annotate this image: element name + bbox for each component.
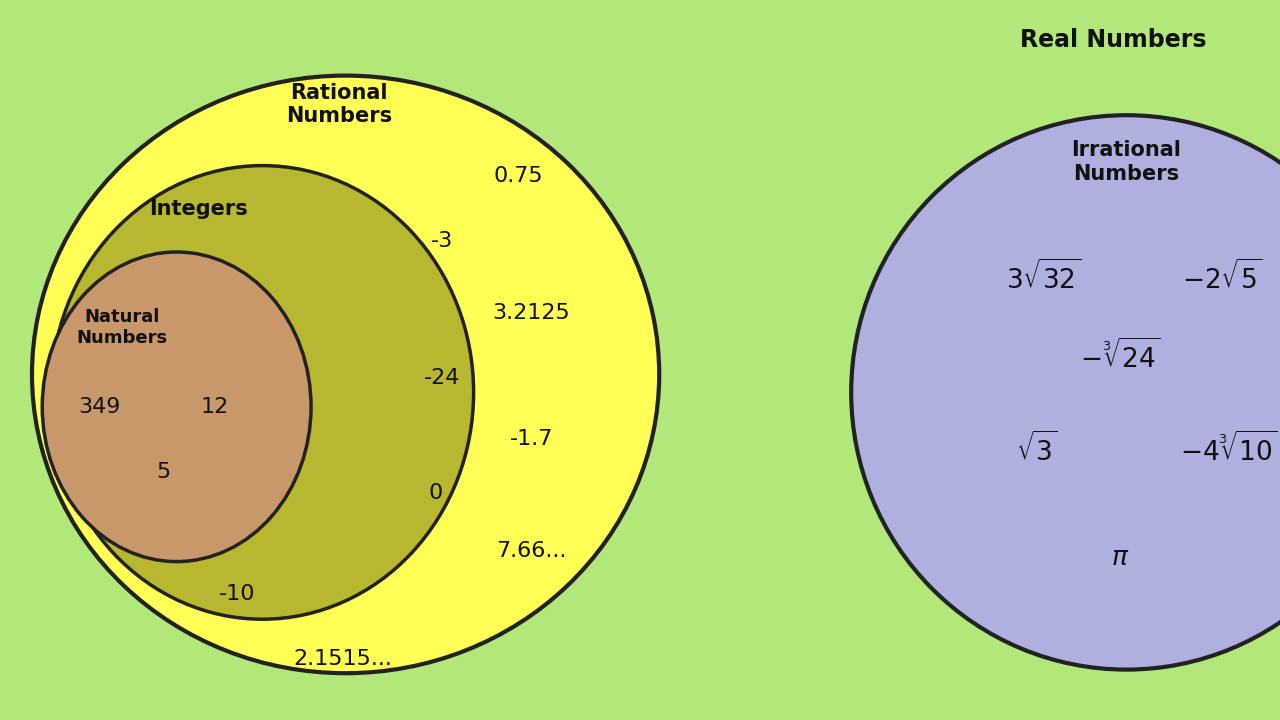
- Ellipse shape: [851, 115, 1280, 670]
- Text: 7.66...: 7.66...: [497, 541, 566, 561]
- Text: $\pi$: $\pi$: [1111, 545, 1129, 571]
- Text: -3: -3: [430, 231, 453, 251]
- Text: -10: -10: [219, 584, 255, 604]
- Ellipse shape: [51, 166, 474, 619]
- Text: Integers: Integers: [148, 199, 248, 219]
- Text: -1.7: -1.7: [509, 429, 553, 449]
- Text: 12: 12: [201, 397, 229, 417]
- Text: 349: 349: [78, 397, 122, 417]
- Text: $3\sqrt{32}$: $3\sqrt{32}$: [1006, 260, 1080, 294]
- Text: Rational
Numbers: Rational Numbers: [287, 83, 392, 126]
- Text: -24: -24: [424, 368, 460, 388]
- Text: 3.2125: 3.2125: [493, 303, 570, 323]
- Text: $\sqrt{3}$: $\sqrt{3}$: [1016, 433, 1057, 467]
- Ellipse shape: [42, 252, 311, 562]
- Ellipse shape: [32, 76, 659, 673]
- Text: 0: 0: [428, 483, 443, 503]
- Text: $-4\sqrt[3]{10}$: $-4\sqrt[3]{10}$: [1180, 433, 1277, 467]
- Text: Natural
Numbers: Natural Numbers: [76, 308, 168, 347]
- Text: 5: 5: [156, 462, 172, 482]
- Text: Real Numbers: Real Numbers: [1020, 27, 1207, 52]
- Text: Irrational
Numbers: Irrational Numbers: [1071, 140, 1181, 184]
- Text: 2.1515...: 2.1515...: [293, 649, 393, 669]
- Text: $-\sqrt[3]{24}$: $-\sqrt[3]{24}$: [1080, 339, 1160, 374]
- Text: 0.75: 0.75: [494, 166, 543, 186]
- Text: $-2\sqrt{5}$: $-2\sqrt{5}$: [1183, 260, 1262, 294]
